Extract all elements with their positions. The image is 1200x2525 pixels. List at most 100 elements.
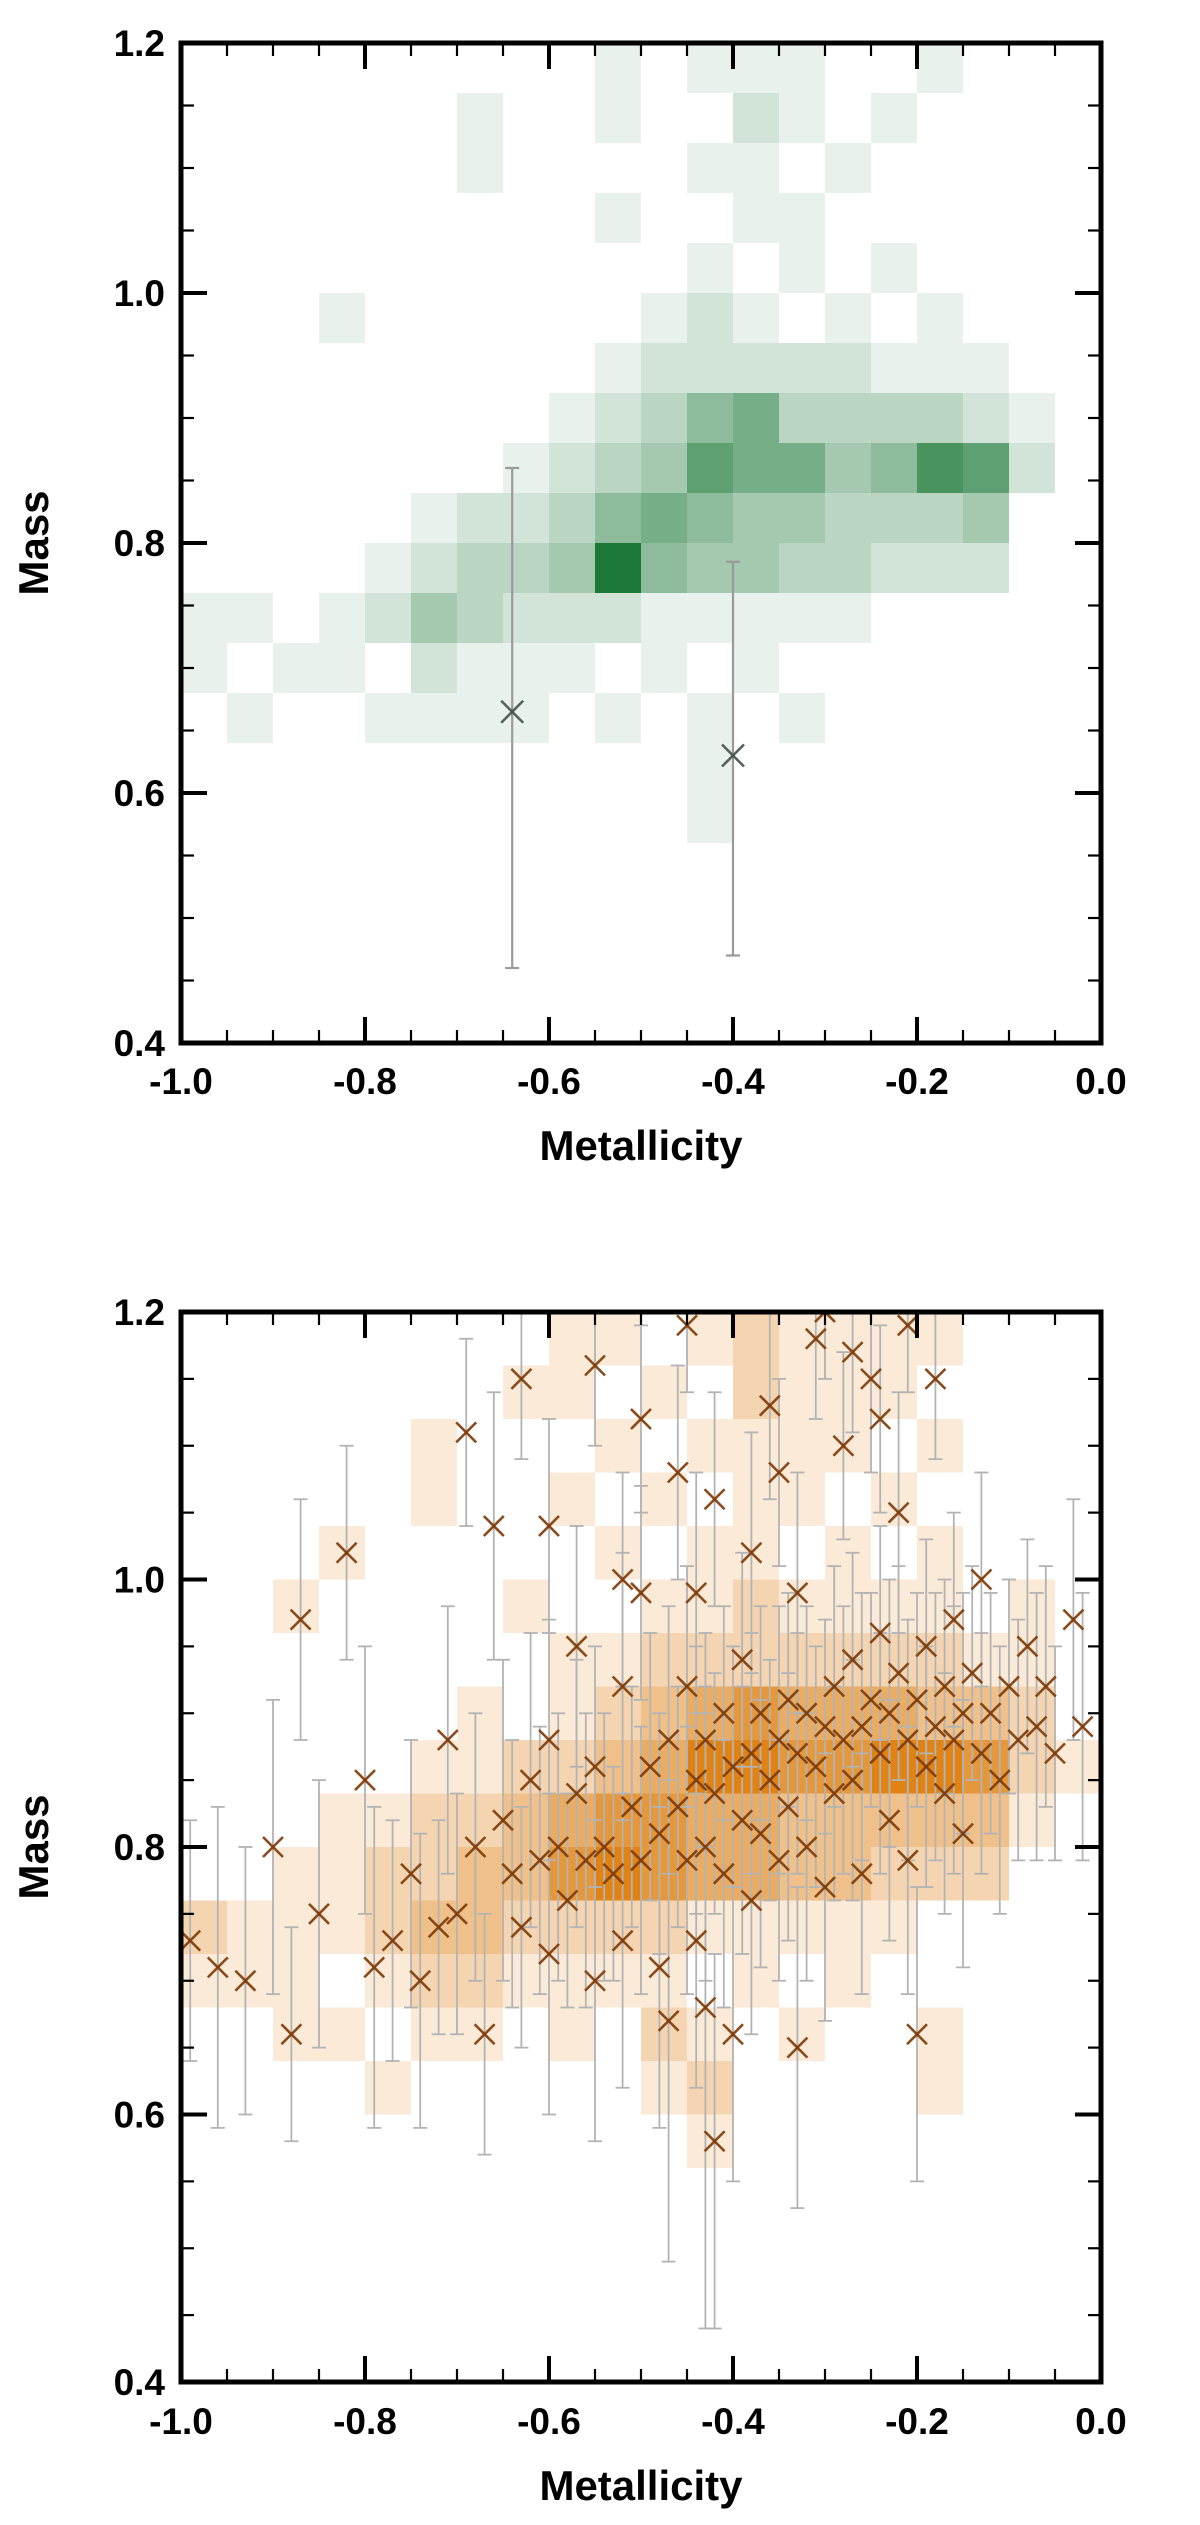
scatter-point <box>676 1314 698 1337</box>
heat-cell <box>917 1633 963 1687</box>
error-bar <box>726 560 740 957</box>
heat-cell <box>411 493 457 543</box>
scatter-point <box>749 1702 772 1725</box>
scatter-point <box>887 1501 910 1524</box>
heat-cell <box>319 1526 365 1580</box>
heat-cell <box>733 343 779 393</box>
heat-cell <box>457 593 503 643</box>
scatter-point <box>574 1849 597 1872</box>
heat-cell <box>641 293 687 343</box>
heat-cell <box>779 93 825 143</box>
heat-cell <box>503 643 549 693</box>
heat-cell <box>641 393 687 443</box>
heat-cell <box>687 443 733 493</box>
scatter-point <box>988 1769 1011 1792</box>
scatter-point <box>979 1702 1002 1725</box>
scatter-point <box>860 1367 882 1390</box>
heat-cell <box>917 293 963 343</box>
heat-cell <box>411 1472 457 1526</box>
heat-cell <box>503 1847 549 1901</box>
heat-cell <box>687 593 733 643</box>
heat-cell <box>733 593 779 643</box>
heat-cell <box>917 543 963 593</box>
scatter-point <box>777 1795 800 1818</box>
scatter-point <box>593 1836 616 1858</box>
heat-cell <box>457 1793 503 1847</box>
scatter-point <box>473 2023 496 2046</box>
heat-cell <box>963 443 1009 493</box>
y-tick-label: 1.2 <box>114 1292 165 1333</box>
scatter-point <box>786 2036 809 2059</box>
heat-cell <box>365 543 411 593</box>
scatter-point <box>869 1408 892 1430</box>
heat-cell <box>411 1419 457 1473</box>
heat-cell <box>319 1900 365 1954</box>
heat-cell <box>779 1365 825 1419</box>
y-tick-label: 0.8 <box>114 1827 165 1868</box>
plot-area <box>181 43 1055 970</box>
heat-cell <box>457 493 503 543</box>
heat-cell <box>1009 393 1055 443</box>
heat-cell <box>641 643 687 693</box>
heat-cell <box>641 593 687 643</box>
scatter-point <box>602 1862 625 1885</box>
heat-cell <box>595 343 641 393</box>
heat-cell <box>411 593 457 643</box>
scatter-point <box>584 1969 606 1992</box>
scatter-point <box>538 1943 560 1965</box>
heat-cell <box>871 1900 917 1954</box>
heat-cell <box>779 1633 825 1687</box>
scatter-point <box>262 1836 284 1858</box>
scatter-point <box>878 1702 901 1725</box>
heat-cell <box>365 1954 411 2008</box>
heat-cell <box>549 2007 595 2061</box>
heat-cell <box>687 693 733 743</box>
heat-cell <box>917 493 963 543</box>
scatter-point <box>740 1889 763 1912</box>
scatter-point <box>712 1862 735 1885</box>
scatter-point <box>933 1782 956 1805</box>
scatter-point <box>768 1849 790 1872</box>
heat-cell <box>825 1365 871 1419</box>
heat-cell <box>411 693 457 743</box>
scatter-point <box>556 1889 579 1912</box>
heat-cell <box>733 543 779 593</box>
scatter-point <box>906 2023 928 2046</box>
heat-cell <box>917 43 963 93</box>
scatter-point <box>961 1662 984 1685</box>
heat-cell <box>549 493 595 543</box>
scatter-point <box>510 1367 533 1390</box>
orange-scatter-chart: -1.0 -0.8 -0.6 -0.4 -0.2 0.0 0.4 0.6 0.8 1.0 1.2 <box>114 1292 1127 2442</box>
heat-cell <box>227 1900 273 1954</box>
scatter-point <box>500 699 525 724</box>
heat-cell <box>549 443 595 493</box>
heat-cell <box>641 1740 687 1794</box>
heat-cell <box>825 593 871 643</box>
heat-cell <box>733 193 779 243</box>
scatter-point <box>970 1742 993 1765</box>
heat-cell <box>733 143 779 193</box>
heat-cell <box>595 443 641 493</box>
x-tick-label: -1.0 <box>149 2401 213 2442</box>
scatter-point <box>620 1795 643 1818</box>
heat-cell <box>825 1954 871 2008</box>
scatter-point <box>823 1675 846 1698</box>
scatter-point <box>676 1675 698 1698</box>
scatter-point <box>584 1354 606 1377</box>
heat-cell <box>779 543 825 593</box>
scatter-point <box>1025 1715 1048 1738</box>
plot-area <box>181 1312 1101 2330</box>
heat-cell <box>825 543 871 593</box>
heat-cell <box>917 393 963 443</box>
heat-cell <box>549 1847 595 1901</box>
heat-cell <box>503 593 549 643</box>
heat-cell <box>181 1900 227 1954</box>
scatter-point <box>666 1795 689 1818</box>
heat-cell <box>457 1740 503 1794</box>
y-tick-label: 0.4 <box>114 1023 166 1064</box>
heat-cell <box>779 593 825 643</box>
heat-cell <box>733 43 779 93</box>
scatter-point <box>970 1568 993 1591</box>
scatter-point <box>952 1822 974 1845</box>
